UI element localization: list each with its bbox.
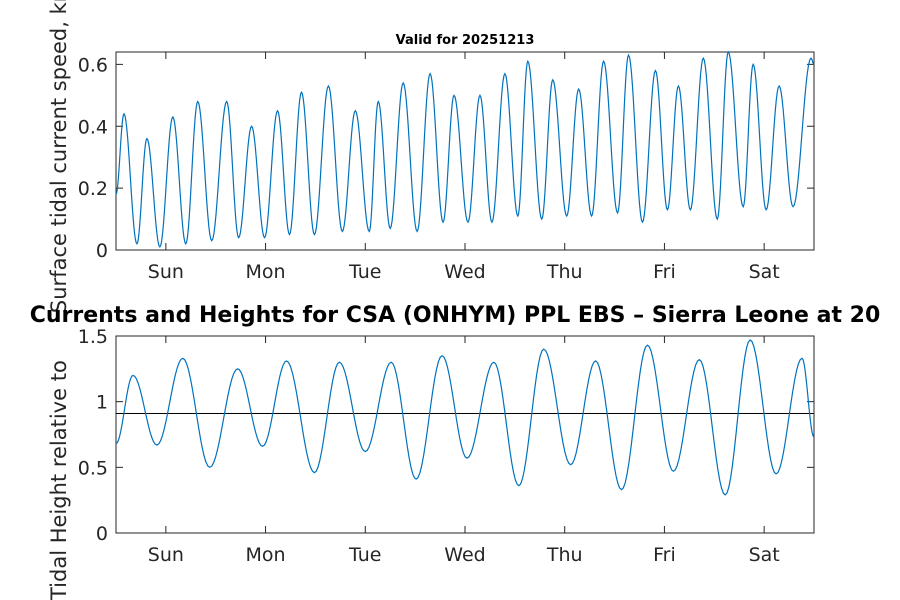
x-tick-label: Thu (546, 261, 583, 283)
top-chart: Sun Mon Tue Wed Thu Fri Sat 0 0.2 0.4 0.6 Valid f… (47, 0, 815, 313)
y-tick-label: 0.6 (78, 54, 108, 76)
top-ticks (116, 52, 814, 251)
y-tick-label: 0.2 (78, 178, 108, 200)
bottom-y-tick-labels: 0 0.5 1 1.5 (78, 326, 108, 545)
bottom-axes-box (115, 335, 815, 534)
x-tick-label: Sat (749, 544, 780, 566)
top-y-tick-labels: 0 0.2 0.4 0.6 (78, 54, 108, 262)
x-tick-label: Tue (348, 261, 381, 283)
y-tick-label: 0 (96, 523, 108, 545)
y-tick-label: 0.4 (78, 116, 108, 138)
x-tick-label: Sun (148, 544, 184, 566)
top-axes-box (115, 51, 815, 251)
x-tick-label: Sun (148, 261, 184, 283)
y-tick-label: 1 (96, 392, 108, 414)
bottom-y-axis-label: Tidal Height relative to (47, 360, 71, 600)
main-title: Currents and Heights for CSA (ONHYM) PPL… (30, 303, 881, 328)
y-tick-label: 1.5 (78, 326, 108, 348)
x-tick-label: Mon (246, 544, 286, 566)
bottom-ticks (116, 335, 814, 534)
top-x-tick-labels: Sun Mon Tue Wed Thu Fri Sat (148, 261, 780, 283)
bottom-tidal-height-line (115, 339, 815, 496)
x-tick-label: Sat (749, 261, 780, 283)
top-y-axis-label: Surface tidal current speed, kn (47, 0, 71, 313)
x-tick-label: Mon (246, 261, 286, 283)
x-tick-label: Wed (444, 544, 485, 566)
top-current-speed-line (115, 50, 815, 249)
x-tick-label: Thu (546, 544, 583, 566)
x-tick-label: Wed (444, 261, 485, 283)
x-tick-label: Fri (653, 261, 676, 283)
x-tick-label: Fri (653, 544, 676, 566)
bottom-x-tick-labels: Sun Mon Tue Wed Thu Fri Sat (148, 544, 780, 566)
x-tick-label: Tue (348, 544, 381, 566)
top-chart-title: Valid for 20251213 (396, 33, 535, 48)
y-tick-label: 0.5 (78, 457, 108, 479)
y-tick-label: 0 (96, 240, 108, 262)
bottom-chart: Sun Mon Tue Wed Thu Fri Sat 0 0.5 1 1.5 Currents … (30, 303, 881, 600)
